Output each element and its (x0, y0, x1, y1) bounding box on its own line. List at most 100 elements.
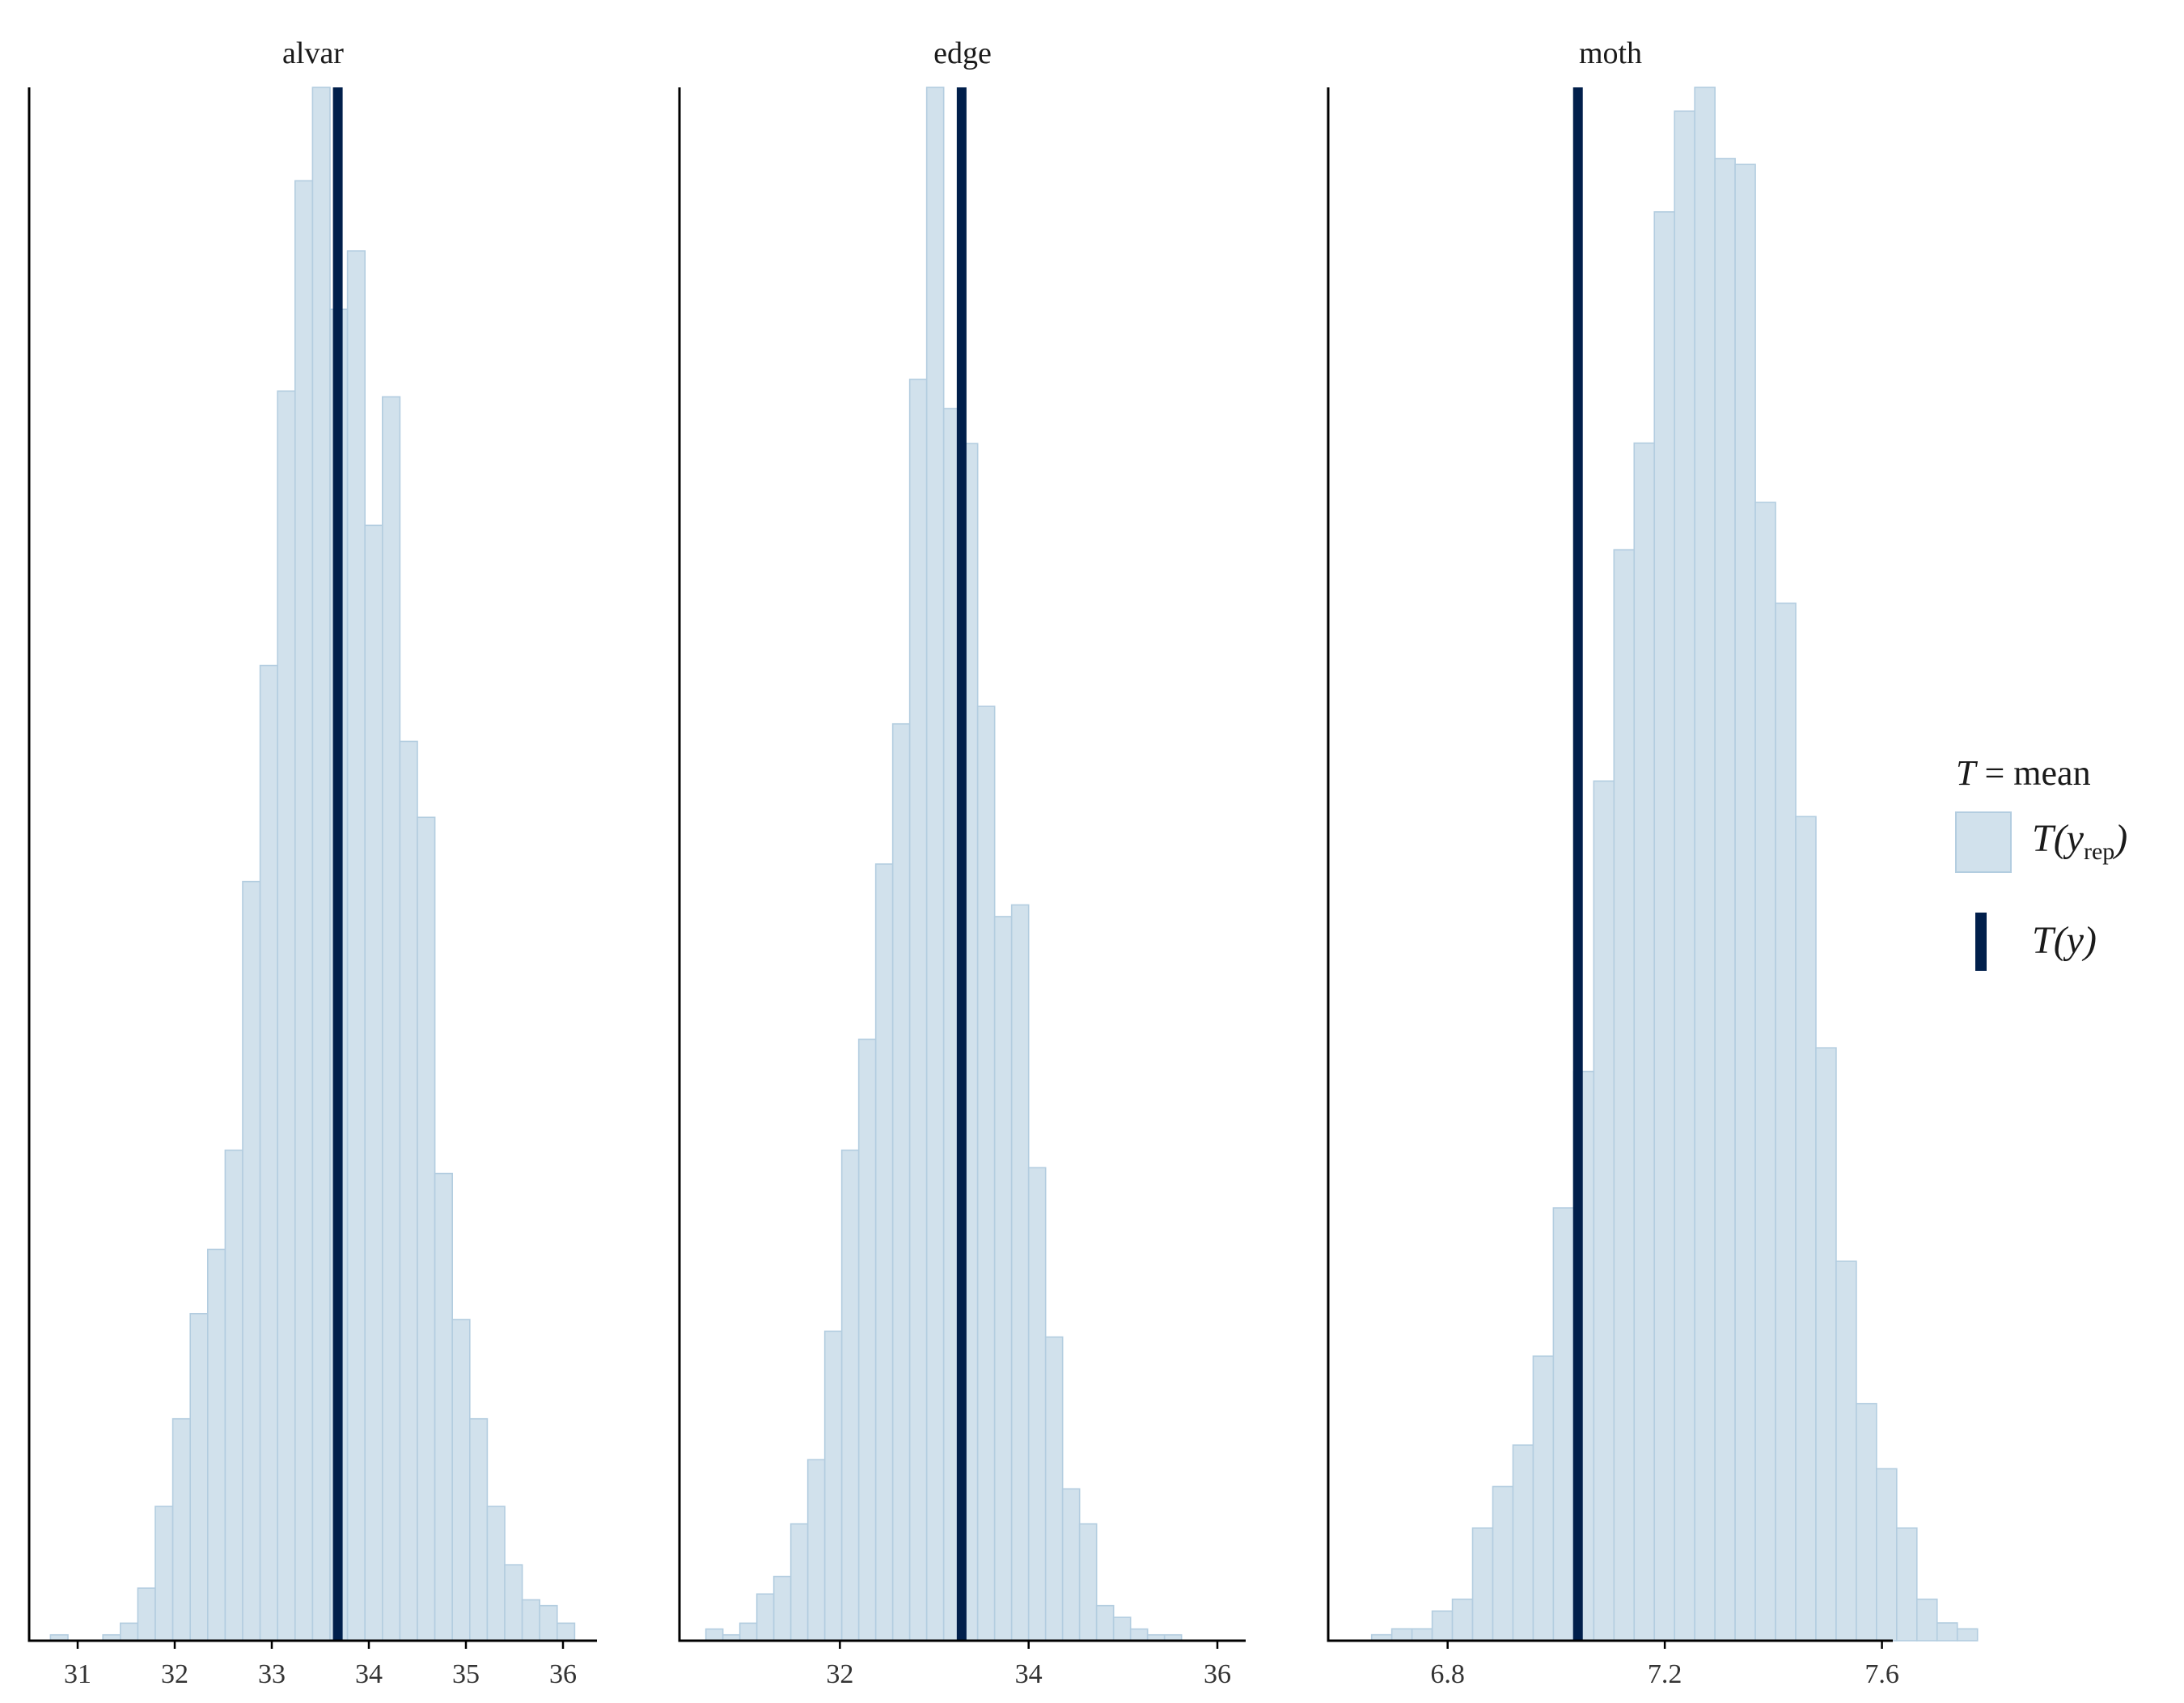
histogram-bar (171, 1417, 192, 1642)
histogram-bar (417, 816, 436, 1642)
histogram-bar (259, 664, 279, 1642)
histogram-bar (1112, 1616, 1132, 1642)
histogram-bar (1431, 1610, 1454, 1642)
facet-title: alvar (282, 36, 344, 70)
legend: T = mean T(yrep) T(y) (1955, 753, 2127, 971)
legend-key-observed (1975, 913, 1987, 971)
histogram-bar (1653, 211, 1675, 1642)
x-tick-label: 32 (826, 1659, 853, 1689)
histogram-bar (1835, 1260, 1857, 1642)
histogram-bar (154, 1506, 174, 1642)
histogram-bar (137, 1587, 156, 1642)
histogram-bar (1061, 1488, 1081, 1642)
facet-panel-alvar: alvar 31 32 33 34 35 36 (28, 36, 597, 1689)
histogram-bar (1129, 1628, 1149, 1642)
histogram-bar (1694, 87, 1716, 1642)
histogram-bar (874, 863, 894, 1642)
histogram-bar (1956, 1628, 1979, 1642)
histogram-bar (277, 390, 296, 1642)
histogram-bar (1532, 1355, 1555, 1642)
histogram-bar (468, 1417, 489, 1642)
histogram-bar (206, 1248, 226, 1642)
histogram-bar (504, 1564, 523, 1642)
x-tick-label: 7.2 (1648, 1659, 1682, 1689)
facet-panel-edge: edge 32 34 36 (678, 36, 1246, 1689)
legend-title: T = mean (1956, 753, 2091, 793)
histogram-bar (1010, 904, 1030, 1642)
histogram-bar (1471, 1527, 1494, 1642)
histogram-bar (346, 250, 366, 1642)
histogram-bar (1411, 1628, 1433, 1642)
histogram-bar (311, 87, 331, 1642)
facet-title: edge (933, 36, 992, 70)
histogram-bar (1795, 815, 1817, 1642)
histogram-bar (976, 705, 996, 1642)
histogram-bar (364, 524, 383, 1642)
histogram-bar (891, 722, 911, 1642)
histogram-bar (705, 1628, 724, 1642)
x-tick-label: 36 (1204, 1659, 1231, 1689)
x-tick-label: 33 (258, 1659, 286, 1689)
legend-label-observed: T(y) (2032, 919, 2097, 962)
histogram-bar (434, 1172, 453, 1642)
histogram-bar (521, 1599, 540, 1642)
x-tick-label: 31 (64, 1659, 91, 1689)
histogram-bar (1044, 1336, 1064, 1642)
histogram-bar (925, 87, 945, 1642)
x-tick-label: 34 (355, 1659, 383, 1689)
histogram-bar (857, 1038, 877, 1642)
histogram-bar (120, 1622, 139, 1642)
histogram-bar (1734, 163, 1756, 1642)
x-tick-label: 6.8 (1430, 1659, 1465, 1689)
histogram-bar (1815, 1047, 1837, 1642)
histogram-bar (1775, 602, 1797, 1642)
histogram-bar (993, 916, 1013, 1642)
histogram-bar (189, 1312, 209, 1642)
histogram-bar (539, 1604, 558, 1642)
histogram-bar (451, 1319, 471, 1642)
histogram-bar (1896, 1527, 1918, 1642)
histogram-bar (739, 1622, 758, 1642)
histogram-bar (1936, 1622, 1958, 1642)
histogram-bar (556, 1622, 576, 1642)
observed-stat-line (956, 87, 967, 1641)
histogram-bar (1095, 1604, 1115, 1642)
histogram-bar (224, 1149, 243, 1642)
legend-key-rep (1955, 811, 2012, 873)
histogram-bar (1593, 780, 1615, 1642)
histogram-bar (1613, 549, 1636, 1642)
histogram-bar (789, 1523, 809, 1642)
legend-label-rep: T(yrep) (2032, 817, 2127, 865)
histogram-bar (1754, 502, 1776, 1642)
x-tick-label: 34 (1015, 1659, 1043, 1689)
histogram-bar (840, 1149, 860, 1642)
histogram-bar (806, 1459, 826, 1642)
histogram-bar (1512, 1444, 1534, 1642)
histogram-bar (1915, 1598, 1938, 1642)
histogram-bar (399, 740, 418, 1642)
facet-title: moth (1579, 36, 1642, 70)
histogram-bar (908, 379, 928, 1642)
histogram-bar (1027, 1167, 1047, 1642)
histogram-bar (242, 880, 261, 1642)
histogram-bar (1078, 1523, 1098, 1642)
histogram-bar (1876, 1468, 1898, 1642)
x-tick-label: 36 (549, 1659, 577, 1689)
observed-stat-line (1572, 87, 1583, 1641)
histogram-bar (1714, 158, 1736, 1642)
histogram-bar (1451, 1598, 1474, 1642)
histogram-bar (1856, 1403, 1877, 1642)
histogram-bar (1552, 1207, 1575, 1642)
histogram-bar (1492, 1485, 1514, 1642)
histogram-bar (1674, 110, 1695, 1642)
histogram-bar (756, 1593, 775, 1642)
x-tick-label: 35 (452, 1659, 480, 1689)
histogram-bar (486, 1506, 506, 1642)
x-tick-label: 32 (161, 1659, 188, 1689)
histogram-bar (1633, 442, 1656, 1642)
facet-panel-moth: moth 6.8 7.2 7.6 (1327, 36, 1979, 1689)
histogram-bar (1390, 1628, 1413, 1642)
histogram-bar (823, 1330, 843, 1642)
